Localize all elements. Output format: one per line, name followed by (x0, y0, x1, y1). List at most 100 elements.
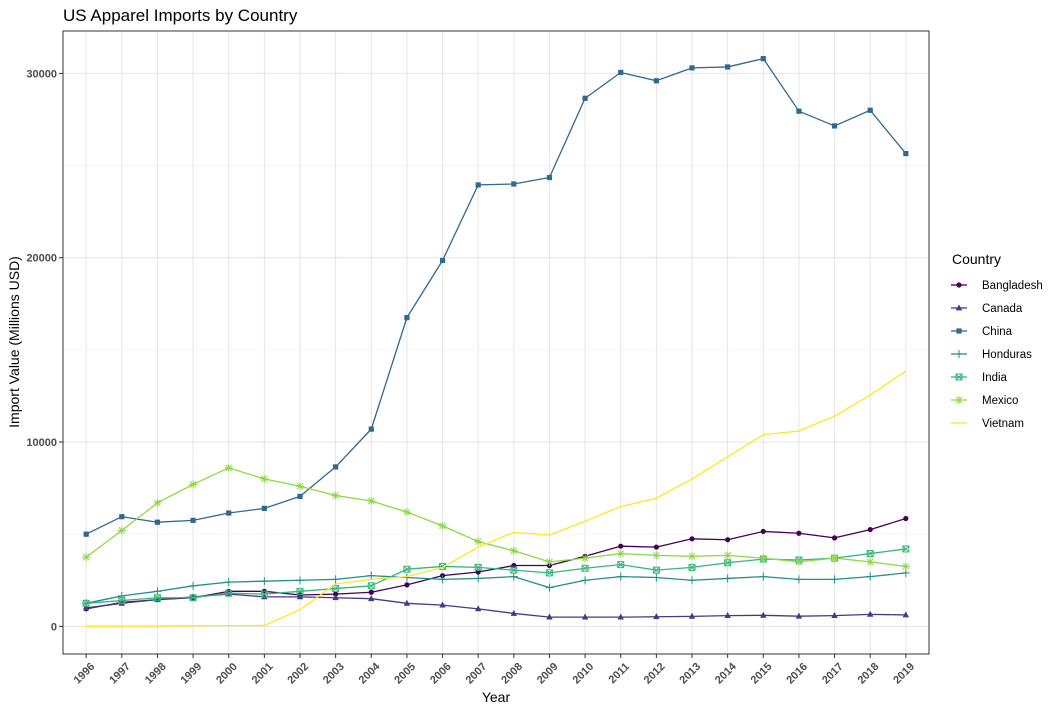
data-point-india (260, 590, 268, 598)
data-point-india (225, 589, 233, 597)
y-tick-label: 20000 (26, 253, 57, 265)
legend-label: Mexico (982, 395, 1018, 407)
data-point-china (511, 181, 517, 187)
data-point-india (82, 599, 90, 607)
data-point-bangladesh (725, 537, 731, 543)
data-point-china (439, 257, 446, 264)
data-point-india (367, 582, 375, 590)
x-tick-label: 2007 (464, 661, 490, 687)
data-point-bangladesh (796, 530, 802, 536)
y-tick-label: 10000 (26, 437, 57, 449)
legend-label: India (982, 372, 1008, 384)
data-point-honduras (759, 572, 768, 581)
data-point-china (582, 95, 588, 101)
data-point-canada (902, 611, 910, 618)
data-point-honduras (616, 572, 625, 581)
data-point-canada (439, 601, 446, 608)
x-tick-label: 2018 (856, 661, 882, 687)
x-tick-label: 2016 (784, 661, 810, 687)
legend-label: Honduras (982, 349, 1032, 361)
data-point-china (618, 69, 624, 76)
data-point-honduras (652, 573, 661, 582)
data-point-canada (795, 612, 803, 619)
data-point-honduras (153, 587, 162, 596)
data-point-honduras (189, 581, 198, 590)
data-point-mexico (581, 554, 590, 563)
data-point-india (510, 566, 518, 574)
data-point-honduras (723, 574, 732, 583)
data-point-bangladesh (404, 582, 410, 588)
data-point-canada (118, 599, 126, 606)
x-tick-label: 2013 (677, 661, 703, 687)
data-point-india (652, 566, 660, 574)
data-point-china (831, 123, 838, 129)
series-mexico (82, 463, 910, 571)
data-point-china (154, 519, 161, 525)
data-point-china (760, 56, 766, 62)
data-point-china (333, 464, 339, 470)
data-point-india (688, 563, 696, 571)
minor-gridlines (63, 165, 929, 535)
data-point-china (261, 505, 267, 511)
y-tick-label: 30000 (26, 68, 57, 80)
data-point-mexico (759, 554, 768, 563)
x-tick-label: 2006 (428, 661, 454, 687)
data-point-mexico (830, 554, 839, 563)
x-tick-label: 2009 (535, 661, 561, 687)
plot-border (62, 30, 930, 655)
series-line-mexico (85, 467, 906, 568)
data-point-bangladesh (368, 589, 374, 595)
data-point-honduras (830, 575, 839, 584)
data-point-canada (617, 613, 624, 620)
data-point-mexico (260, 474, 269, 483)
x-tick-label: 2002 (285, 661, 311, 687)
data-point-india (581, 564, 589, 572)
data-point-bangladesh (831, 535, 838, 541)
data-point-canada (261, 593, 268, 600)
data-point-honduras (509, 572, 518, 581)
legend-item-honduras: Honduras (951, 349, 1032, 361)
data-point-bangladesh (653, 544, 659, 550)
x-tick-label: 1997 (107, 661, 133, 687)
data-point-mexico (331, 491, 340, 500)
data-point-honduras (260, 577, 269, 586)
data-point-canada (724, 612, 731, 619)
x-tick-label: 2008 (499, 661, 525, 687)
data-point-mexico (545, 557, 554, 566)
data-point-india (118, 597, 126, 605)
x-tick-label: 2015 (749, 661, 775, 687)
plot-panel (63, 31, 929, 654)
x-tick-label: 2010 (571, 661, 597, 687)
data-point-canada (866, 610, 874, 617)
data-point-canada (653, 613, 660, 620)
data-point-canada (82, 604, 90, 611)
data-point-honduras (866, 572, 875, 581)
data-point-china (404, 315, 410, 321)
data-point-mexico (901, 562, 910, 571)
x-tick-label: 1999 (178, 661, 204, 687)
series-line-vietnam (86, 370, 907, 627)
data-point-mexico (474, 537, 483, 546)
legend-key-marker (955, 350, 963, 358)
data-point-canada (581, 613, 589, 620)
data-point-mexico (402, 508, 411, 517)
x-tick-label: 2012 (642, 661, 668, 687)
data-point-mexico (509, 546, 518, 555)
x-tick-label: 2003 (321, 661, 347, 687)
data-point-honduras (224, 578, 233, 587)
data-point-india (866, 550, 874, 558)
data-point-canada (688, 612, 696, 619)
data-point-china (689, 65, 695, 71)
x-tick-label: 2014 (713, 660, 739, 686)
data-point-honduras (402, 573, 411, 582)
data-point-china (226, 510, 232, 516)
data-point-canada (546, 613, 553, 620)
data-point-bangladesh (867, 526, 873, 533)
data-point-canada (831, 612, 838, 619)
data-point-china (297, 493, 303, 500)
data-point-mexico (794, 557, 803, 566)
data-point-mexico (652, 551, 661, 560)
data-point-mexico (117, 526, 126, 535)
data-point-mexico (438, 521, 447, 530)
data-point-bangladesh (333, 591, 339, 597)
